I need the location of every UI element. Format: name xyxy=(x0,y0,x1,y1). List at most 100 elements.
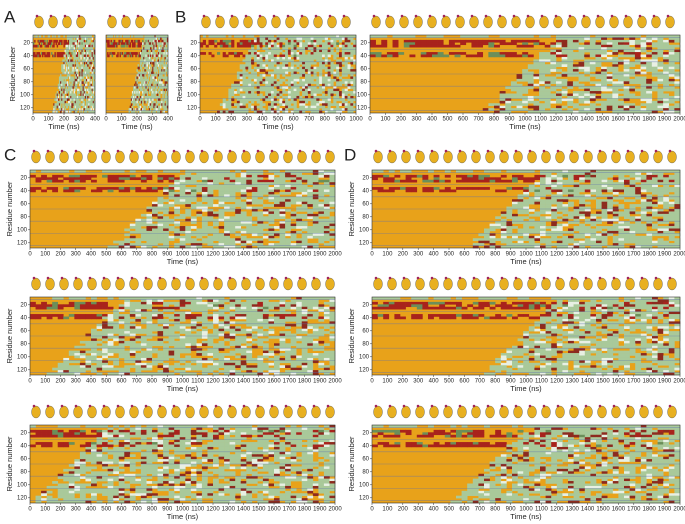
heatmap-cell xyxy=(157,218,164,222)
heatmap-cell xyxy=(125,52,127,55)
heatmap-cell xyxy=(245,93,249,97)
heatmap-cell xyxy=(130,110,133,114)
heatmap-cell xyxy=(57,83,60,87)
heatmap-cell xyxy=(91,52,94,55)
heatmap-cell xyxy=(146,61,149,65)
heatmap-cell xyxy=(499,42,506,46)
heatmap-cell xyxy=(73,81,76,85)
heatmap-cell xyxy=(93,105,96,109)
heatmap-cell xyxy=(259,78,263,82)
heatmap-cell xyxy=(268,42,272,46)
heatmap-cell xyxy=(146,174,153,178)
heatmap-cell xyxy=(80,39,82,43)
heatmap-cell xyxy=(163,71,165,75)
heatmap-cell xyxy=(71,76,73,80)
heatmap-cell xyxy=(533,108,540,111)
heatmap-cell xyxy=(207,240,214,244)
heatmap-cell xyxy=(30,170,36,173)
heatmap-cell xyxy=(256,105,260,109)
heatmap-cell xyxy=(190,230,197,234)
heatmap-cell xyxy=(63,42,65,46)
heatmap-cell xyxy=(259,39,263,43)
x-tick-label: 500 xyxy=(101,252,112,258)
heatmap-cell xyxy=(231,98,235,102)
heatmap-cell xyxy=(589,61,596,65)
heatmap-cell xyxy=(262,86,266,89)
heatmap-cell xyxy=(158,83,161,87)
heatmap-cell xyxy=(146,235,153,239)
heatmap-cell xyxy=(84,47,87,50)
heatmap-cell xyxy=(290,95,294,99)
heatmap-cell xyxy=(163,243,169,246)
heatmap-cell xyxy=(584,86,591,89)
heatmap-cell xyxy=(285,240,291,244)
heatmap-cell xyxy=(87,35,89,38)
heatmap-cell xyxy=(66,35,69,38)
heatmap-cell xyxy=(296,223,303,227)
heatmap-cell xyxy=(285,61,289,65)
heatmap-cell xyxy=(179,226,186,229)
heatmap-cell xyxy=(265,91,269,94)
heatmap-cell xyxy=(112,39,115,43)
heatmap-cell xyxy=(65,39,68,43)
heatmap-cell xyxy=(85,177,92,181)
heatmap-cell xyxy=(336,103,340,106)
heatmap-cell xyxy=(251,211,258,215)
heatmap-cell xyxy=(54,98,56,102)
heatmap-cell xyxy=(149,69,152,72)
heatmap-cell xyxy=(477,44,484,48)
structure-icon xyxy=(59,150,69,164)
heatmap-cell xyxy=(344,71,348,75)
heatmap-cell xyxy=(437,52,444,55)
heatmap-cell xyxy=(287,52,292,55)
structure-icon-tip xyxy=(60,149,64,153)
heatmap-cell xyxy=(231,91,235,94)
heatmap-cell xyxy=(213,177,219,181)
heatmap-cell xyxy=(72,95,74,99)
heatmap-cell xyxy=(75,42,78,46)
heatmap-cell xyxy=(618,91,624,94)
heatmap-cell xyxy=(544,103,551,106)
heatmap-cell xyxy=(319,44,323,48)
heatmap-cell xyxy=(415,42,422,46)
heatmap-cell xyxy=(70,64,72,67)
heatmap-cell xyxy=(52,179,59,183)
heatmap-cell xyxy=(151,39,153,43)
heatmap-cell xyxy=(60,81,62,85)
heatmap-cell xyxy=(91,174,97,178)
heatmap-cell xyxy=(163,47,165,50)
heatmap-cell xyxy=(218,177,225,181)
heatmap-cell xyxy=(234,35,238,38)
heatmap-cell xyxy=(135,230,142,234)
heatmap-cell xyxy=(148,61,151,65)
heatmap-cell xyxy=(606,39,613,43)
heatmap-cell xyxy=(121,52,124,55)
heatmap-cell xyxy=(56,52,59,55)
heatmap-cell xyxy=(572,103,579,106)
heatmap-cell xyxy=(299,66,303,70)
heatmap-cell xyxy=(67,54,70,58)
heatmap-cell xyxy=(154,78,156,82)
heatmap-cell xyxy=(623,66,630,70)
structure-icon-tip xyxy=(244,14,248,18)
heatmap-cell xyxy=(133,98,135,102)
heatmap-cell xyxy=(82,66,85,70)
heatmap-cell xyxy=(612,110,619,114)
heatmap-cell xyxy=(304,56,309,60)
heatmap-cell xyxy=(527,35,534,38)
heatmap-cell xyxy=(147,37,150,41)
heatmap-cell xyxy=(207,189,214,193)
heatmap-cell xyxy=(152,213,158,217)
heatmap-cell xyxy=(646,108,653,111)
heatmap-cell xyxy=(83,35,86,38)
structure-icon xyxy=(101,150,111,164)
heatmap-cell xyxy=(107,54,109,58)
heatmap-cell xyxy=(69,110,71,114)
heatmap-cell xyxy=(165,47,168,50)
heatmap-cell xyxy=(229,194,236,198)
heatmap-cell xyxy=(290,196,297,200)
heatmap-cell xyxy=(118,179,125,183)
heatmap-cell xyxy=(157,35,160,38)
heatmap-cell xyxy=(505,105,512,109)
heatmap-cell xyxy=(179,184,186,188)
